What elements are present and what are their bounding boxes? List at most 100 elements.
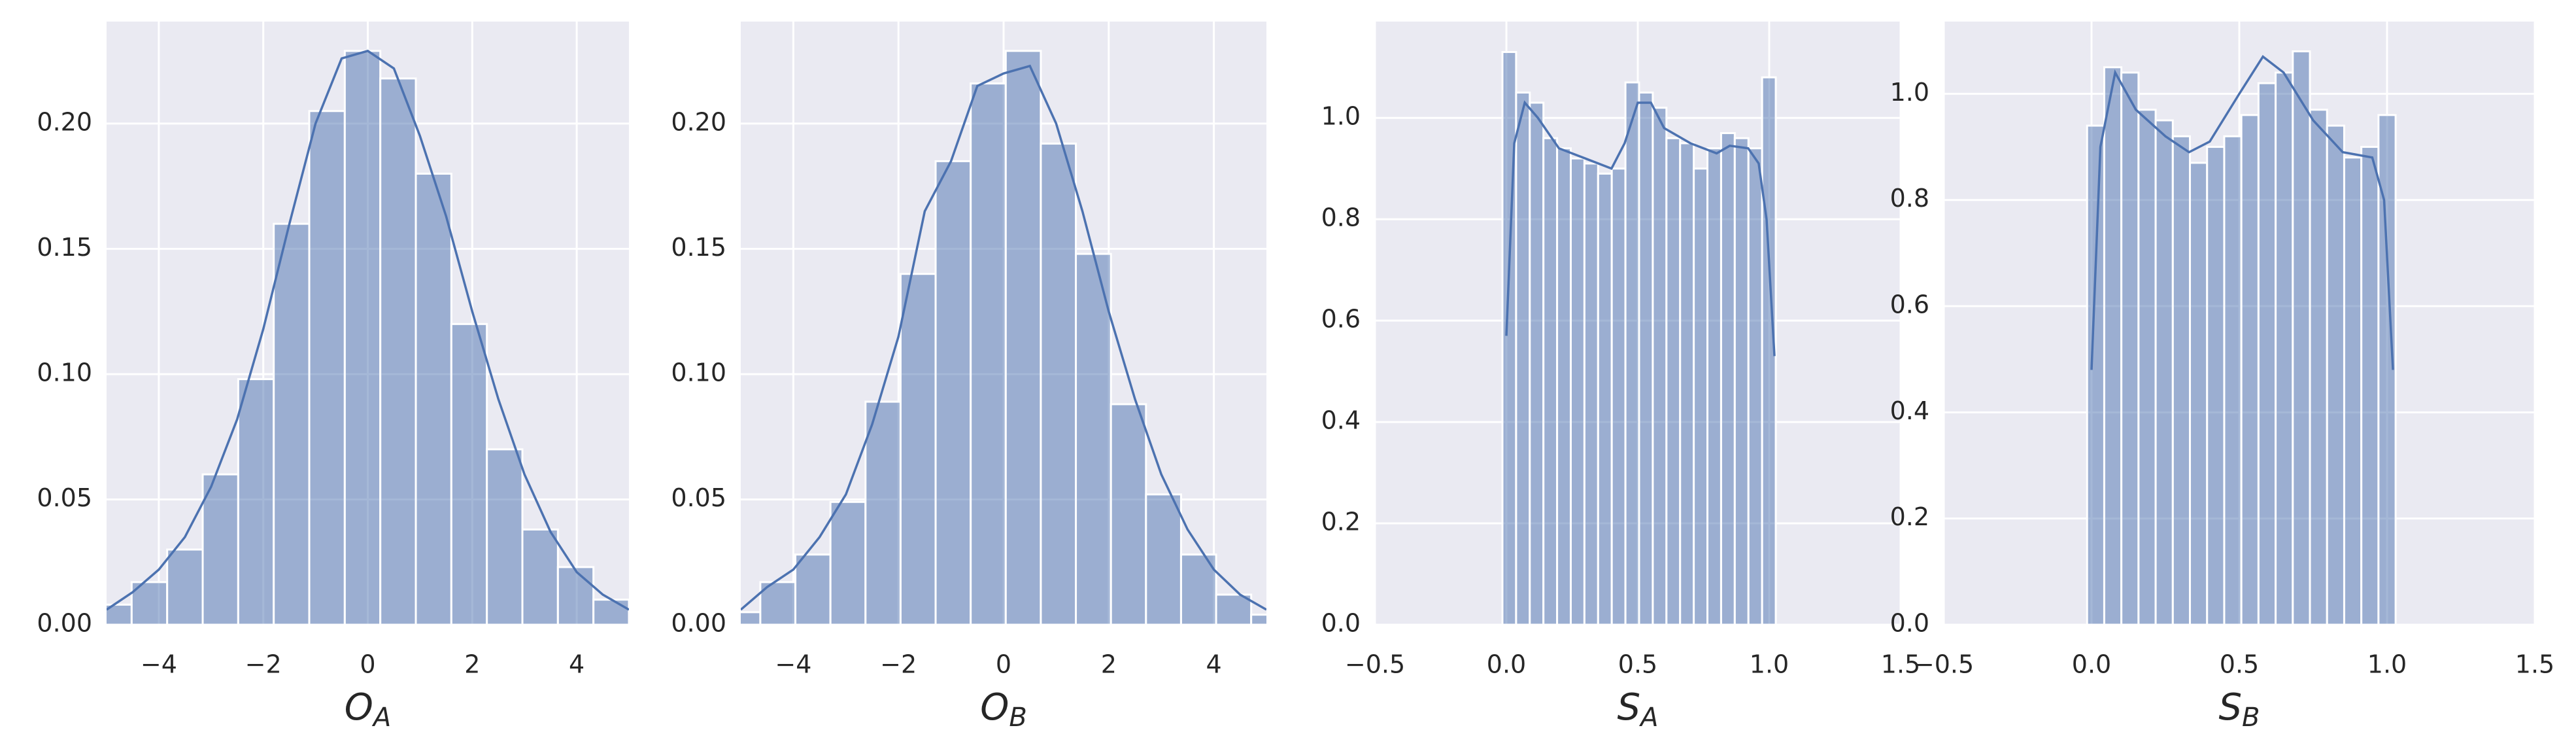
- x-tick-label: 0: [360, 650, 375, 679]
- bar: [2257, 82, 2277, 625]
- y-tick-label: 0.4: [1321, 406, 1361, 435]
- bar: [2086, 124, 2105, 625]
- y-tick-label: 0.4: [1890, 396, 1929, 425]
- x-tick-label: 0.0: [1487, 650, 1526, 679]
- y-tick-label: 0.0: [1321, 609, 1361, 638]
- y-tick-label: 0.15: [671, 233, 726, 262]
- bar: [1556, 147, 1572, 625]
- bar: [1542, 137, 1559, 625]
- bar: [2171, 135, 2192, 625]
- bar: [1250, 614, 1266, 625]
- bar: [1215, 593, 1253, 625]
- bar: [1720, 131, 1736, 625]
- panel: −0.5 0.0 0.5 1.0 1.5 0.0 0.2 0.4 0.6 0.8 1.0 SB: [1890, 22, 2554, 733]
- y-tick-label: 0.00: [37, 609, 92, 638]
- bar: [794, 553, 832, 625]
- y-tick-label: 0.20: [671, 107, 726, 136]
- x-axis-label-main: S: [2219, 686, 2243, 729]
- bar: [1040, 143, 1077, 625]
- y-tick-label: 0.10: [37, 358, 92, 387]
- bar: [2292, 50, 2311, 625]
- x-axis-label-sub: B: [2242, 703, 2260, 733]
- bar: [864, 400, 902, 625]
- bar: [1529, 101, 1545, 625]
- bar: [970, 82, 1007, 625]
- bar: [107, 603, 133, 625]
- x-tick-label: 1.5: [2515, 650, 2554, 679]
- bar: [415, 173, 452, 625]
- x-tick-label: 1.5: [1881, 650, 1920, 679]
- x-axis-label-sub: A: [1638, 703, 1658, 733]
- bar: [2103, 66, 2123, 625]
- panel: −0.5 0.0 0.5 1.0 1.5 0.0 0.2 0.4 0.6 0.8 1.0 SA: [1321, 22, 1920, 733]
- bar: [1610, 167, 1627, 625]
- bar: [1004, 50, 1042, 625]
- bar: [2137, 109, 2157, 625]
- y-tick-label: 0.2: [1321, 508, 1361, 536]
- bar: [1569, 157, 1585, 625]
- y-tick-label: 0.20: [37, 107, 92, 136]
- x-tick-label: 2: [464, 650, 480, 679]
- bar: [1075, 253, 1112, 625]
- bar: [1706, 147, 1722, 625]
- bar: [934, 160, 972, 625]
- bars: [107, 49, 629, 625]
- bar: [166, 548, 204, 625]
- x-tick-label: −2: [880, 650, 917, 679]
- bar: [1145, 493, 1182, 625]
- bar: [592, 599, 629, 625]
- x-tick-label: 2: [1101, 650, 1117, 679]
- bar: [741, 611, 762, 625]
- bar: [486, 448, 524, 625]
- x-axis-label-main: S: [1618, 686, 1641, 729]
- bar: [1693, 167, 1709, 625]
- x-tick-label: 0: [996, 650, 1011, 679]
- bar: [829, 500, 867, 625]
- y-tick-label: 0.8: [1321, 203, 1361, 232]
- x-tick-label: −2: [245, 650, 282, 679]
- bar: [1665, 137, 1682, 625]
- bar: [1597, 172, 1613, 625]
- bar: [2309, 109, 2328, 625]
- bar: [237, 378, 275, 625]
- y-tick-label: 1.0: [1890, 78, 1929, 107]
- bar: [2240, 114, 2260, 625]
- bar: [1501, 50, 1517, 625]
- kde-line: [107, 49, 629, 611]
- bar: [2326, 124, 2345, 625]
- y-tick-label: 0.8: [1890, 184, 1929, 213]
- bar: [1179, 553, 1217, 625]
- bar: [1110, 403, 1147, 625]
- x-axis-label-sub: B: [1009, 703, 1026, 733]
- panel: −4 −2 0 2 4 0.00 0.05 0.10 0.15 0.20 OB: [671, 22, 1266, 733]
- x-axis-label-sub: A: [371, 703, 391, 733]
- bar: [1515, 91, 1531, 625]
- x-axis-label: OA: [345, 686, 391, 733]
- bar: [2343, 156, 2363, 625]
- x-tick-label: 1.0: [2367, 650, 2407, 679]
- y-tick-label: 0.05: [671, 483, 726, 512]
- x-tick-label: −4: [775, 650, 811, 679]
- y-tick-label: 0.10: [671, 358, 726, 387]
- bars: [741, 50, 1266, 625]
- bar: [521, 528, 559, 625]
- x-tick-label: 0.5: [1618, 650, 1657, 679]
- bar: [899, 273, 937, 625]
- bar: [556, 566, 595, 625]
- x-tick-label: 4: [1206, 650, 1222, 679]
- y-tick-label: 0.6: [1890, 290, 1929, 319]
- bar: [2154, 119, 2174, 625]
- bar: [308, 110, 346, 625]
- bar: [1638, 91, 1654, 625]
- bar: [273, 222, 311, 625]
- bar: [1733, 137, 1750, 625]
- bar: [1624, 81, 1640, 625]
- x-axis-label-main: O: [345, 686, 373, 729]
- bar: [1583, 162, 1599, 625]
- bars: [1501, 50, 1777, 625]
- bar: [2275, 71, 2294, 625]
- x-axis-label-main: O: [980, 686, 1009, 729]
- bar: [2360, 146, 2380, 625]
- x-tick-label: −0.5: [1914, 650, 1974, 679]
